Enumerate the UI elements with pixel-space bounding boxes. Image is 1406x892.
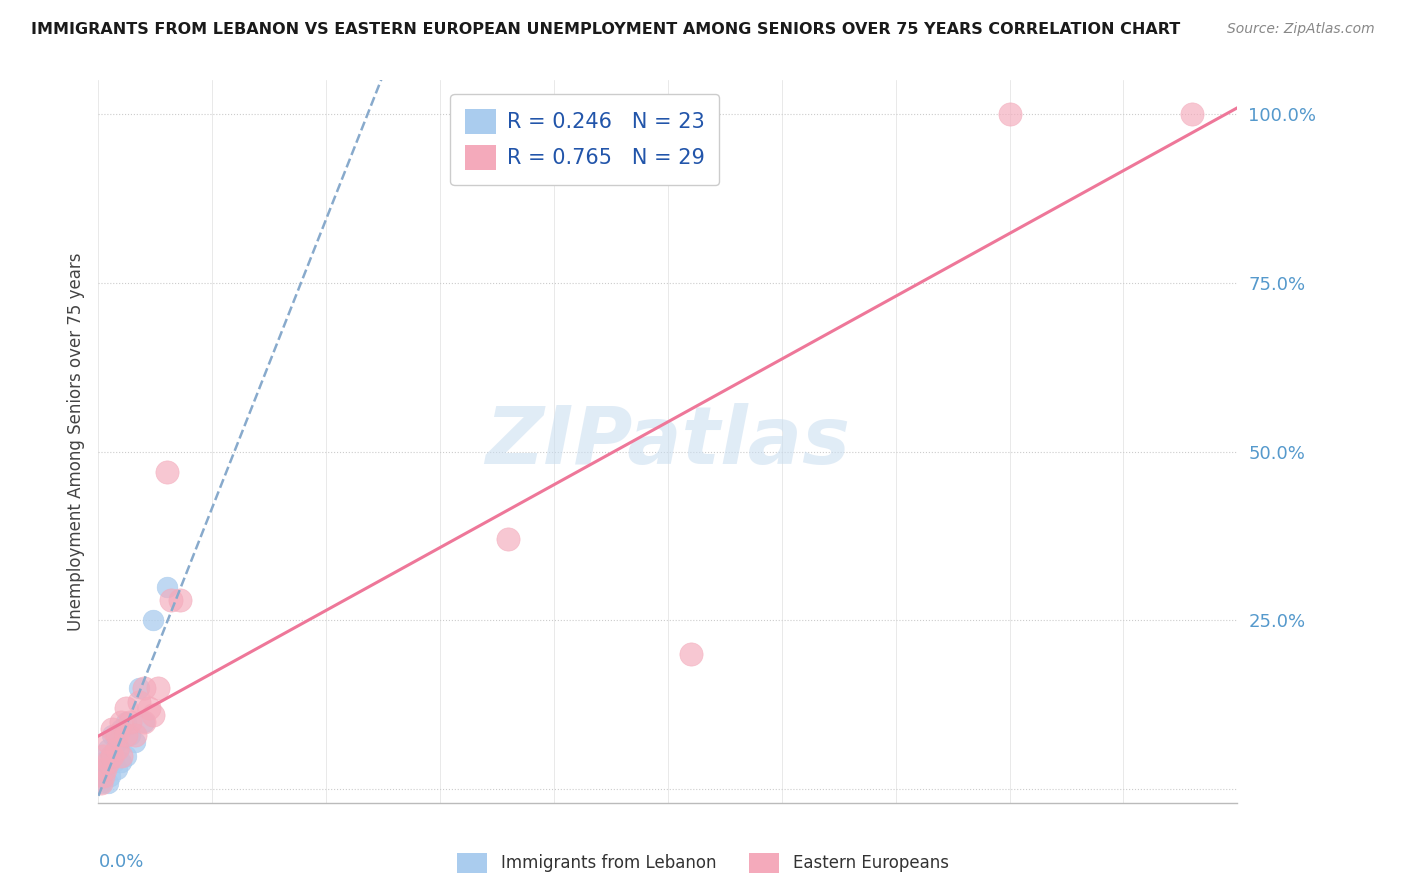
Point [124,728,146,742]
Text: ZIPatlas: ZIPatlas [485,402,851,481]
Point [132,681,155,695]
Point [90,775,112,789]
Point [110,756,132,770]
Text: 0.0%: 0.0% [98,854,143,871]
Point [114,748,136,763]
Point [156,580,179,594]
Point [101,728,124,742]
Point [94,762,117,776]
Point [128,694,150,708]
Point [114,728,136,742]
Point [101,748,124,763]
Point [1181,107,1204,121]
Point [105,728,128,742]
Point [120,714,142,729]
Point [105,762,128,776]
Point [114,701,136,715]
Point [138,701,160,715]
Point [110,748,132,763]
Point [96,735,118,749]
Point [132,714,155,729]
Point [105,741,128,756]
Point [110,722,132,736]
Point [142,614,165,628]
Legend: R = 0.246   N = 23, R = 0.765   N = 29: R = 0.246 N = 23, R = 0.765 N = 29 [450,95,720,185]
Point [156,465,179,479]
Text: IMMIGRANTS FROM LEBANON VS EASTERN EUROPEAN UNEMPLOYMENT AMONG SENIORS OVER 75 Y: IMMIGRANTS FROM LEBANON VS EASTERN EUROP… [31,22,1180,37]
Point [160,593,183,607]
Point [124,735,146,749]
Point [91,769,114,783]
Point [101,748,124,763]
Point [91,756,114,770]
Point [169,593,191,607]
Point [96,756,118,770]
Point [105,735,128,749]
Point [142,708,165,723]
Point [128,681,150,695]
Point [98,769,121,783]
Point [120,728,142,742]
Point [108,741,131,756]
Point [91,748,114,763]
Point [101,722,124,736]
Point [90,775,112,789]
Point [96,775,118,789]
Y-axis label: Unemployment Among Seniors over 75 years: Unemployment Among Seniors over 75 years [66,252,84,631]
Point [114,714,136,729]
Point [998,107,1021,121]
Point [103,756,125,770]
Point [132,714,155,729]
Point [91,769,114,783]
Point [498,533,520,547]
Point [94,762,117,776]
Point [96,741,118,756]
Text: Source: ZipAtlas.com: Source: ZipAtlas.com [1227,22,1375,37]
Point [146,681,169,695]
Point [110,714,132,729]
Legend: Immigrants from Lebanon, Eastern Europeans: Immigrants from Lebanon, Eastern Europea… [450,847,956,880]
Point [679,647,702,661]
